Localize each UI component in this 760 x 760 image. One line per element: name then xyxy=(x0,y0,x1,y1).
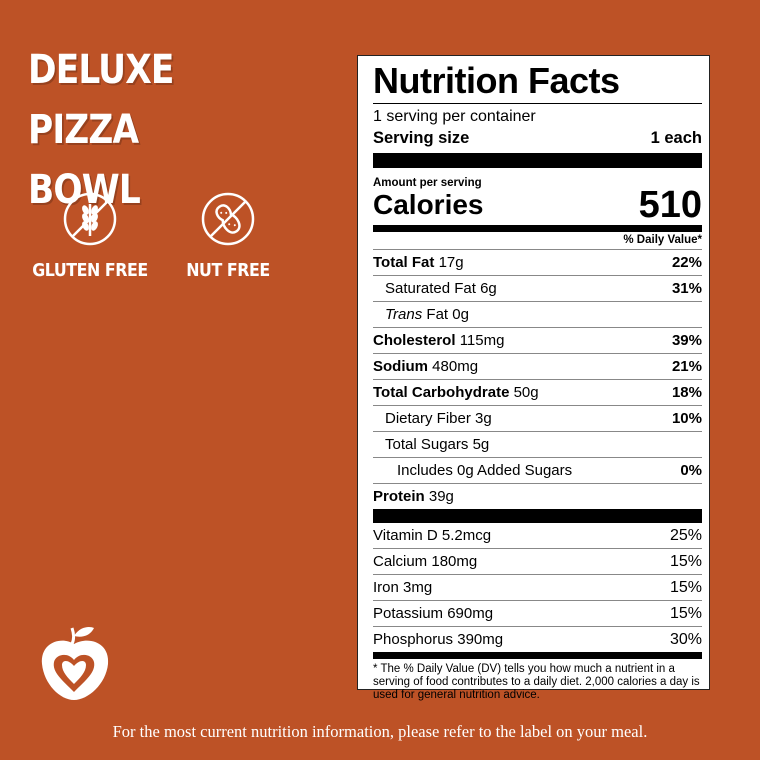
nutrient-amount: 480mg xyxy=(432,358,479,375)
nutrient-name: Trans xyxy=(385,306,423,323)
daily-value-header: % Daily Value* xyxy=(373,232,702,250)
vitamin-name: Calcium xyxy=(373,553,428,570)
vitamin-row-vitamin-d: Vitamin D 5.2mcg 25% xyxy=(373,523,702,549)
gluten-free-badge: GLUTEN FREE xyxy=(20,192,160,281)
wheat-crossed-icon xyxy=(63,192,117,246)
nutrition-facts-heading: Nutrition Facts xyxy=(373,60,620,101)
nutrient-row-total-carbohydrate: Total Carbohydrate 50g 18% xyxy=(373,380,702,406)
serving-size-row: Serving size 1 each xyxy=(373,127,702,149)
nutrient-name-rest: Fat xyxy=(426,306,449,323)
nutrient-row-added-sugars: Includes 0g Added Sugars 0% xyxy=(373,458,702,484)
peanut-crossed-icon xyxy=(201,192,255,246)
nutrient-amount: 50g xyxy=(513,384,539,401)
vitamin-dv: 15% xyxy=(669,578,702,596)
nutrient-row-cholesterol: Cholesterol 115mg 39% xyxy=(373,328,702,354)
amount-per-serving: Amount per serving xyxy=(373,177,482,189)
nutrient-row-saturated-fat: Saturated Fat 6g 31% xyxy=(373,276,702,302)
calories-label: Calories xyxy=(373,189,484,220)
nutrient-dv: 39% xyxy=(671,332,702,349)
nutrient-row-dietary-fiber: Dietary Fiber 3g 10% xyxy=(373,406,702,432)
nut-free-label: NUT FREE xyxy=(186,260,270,281)
serving-size-value: 1 each xyxy=(650,129,702,147)
nutrient-dv: 22% xyxy=(671,254,702,271)
calories-row: Calories 510 xyxy=(373,184,702,226)
vitamin-name: Potassium xyxy=(373,605,444,622)
nutrient-amount: 0g xyxy=(452,306,469,323)
product-title-line1: DELUXE PIZZA xyxy=(28,47,174,153)
nutrient-name: Includes 0g Added Sugars xyxy=(397,462,573,479)
vitamin-name: Iron xyxy=(373,579,399,596)
nutrient-dv: 0% xyxy=(680,462,702,479)
nutrient-dv: 31% xyxy=(671,280,702,297)
nutrient-amount: 6g xyxy=(480,280,497,297)
nutrient-name: Sodium xyxy=(373,358,428,375)
nutrient-dv: 18% xyxy=(671,384,702,401)
nutrient-name: Dietary Fiber xyxy=(385,410,471,427)
nutrient-amount: 115mg xyxy=(459,332,505,349)
vitamin-row-phosphorus: Phosphorus 390mg 30% xyxy=(373,627,702,652)
vitamin-dv: 15% xyxy=(669,552,702,570)
nutrient-row-protein: Protein 39g xyxy=(373,484,702,509)
vitamin-amount: 5.2mcg xyxy=(441,527,492,544)
vitamin-name: Vitamin D xyxy=(373,527,438,544)
footer-note: For the most current nutrition informati… xyxy=(112,722,648,741)
nutrient-amount: 3g xyxy=(475,410,492,427)
nutrient-row-sodium: Sodium 480mg 21% xyxy=(373,354,702,380)
daily-value-footnote: * The % Daily Value (DV) tells you how m… xyxy=(373,663,700,701)
nutrient-name: Protein xyxy=(373,488,425,505)
vitamin-row-calcium: Calcium 180mg 15% xyxy=(373,549,702,575)
nutrient-amount: 39g xyxy=(428,488,454,505)
vitamin-amount: 180mg xyxy=(431,553,478,570)
servings-per-container: 1 serving per container xyxy=(373,108,536,125)
nutrient-amount: 5g xyxy=(472,436,490,453)
nutrient-dv: 10% xyxy=(671,410,702,427)
nutrient-name: Saturated Fat xyxy=(385,280,476,297)
nutrition-facts-label: Nutrition Facts 1 serving per container … xyxy=(357,55,710,701)
vitamin-amount: 3mg xyxy=(403,579,433,596)
calories-value: 510 xyxy=(638,184,702,226)
vitamin-dv: 25% xyxy=(669,526,702,544)
apple-heart-logo xyxy=(34,620,120,711)
vitamin-dv: 30% xyxy=(669,630,702,648)
gluten-free-label: GLUTEN FREE xyxy=(32,260,148,281)
nutrient-amount: 17g xyxy=(438,254,464,271)
vitamin-row-iron: Iron 3mg 15% xyxy=(373,575,702,601)
nutrient-row-total-sugars: Total Sugars 5g xyxy=(373,432,702,458)
nutrient-name: Total Carbohydrate xyxy=(373,384,510,401)
nutrient-dv: 21% xyxy=(671,358,702,375)
vitamin-row-potassium: Potassium 690mg 15% xyxy=(373,601,702,627)
product-title: DELUXE PIZZA BOWL xyxy=(28,40,286,220)
vitamin-amount: 390mg xyxy=(457,631,504,648)
nutrient-row-total-fat: Total Fat 17g 22% xyxy=(373,250,702,276)
nutrient-name: Total Sugars xyxy=(385,436,469,453)
vitamin-amount: 690mg xyxy=(447,605,494,622)
nutrient-name: Total Fat xyxy=(373,254,435,271)
nutrient-name: Cholesterol xyxy=(373,332,456,349)
nut-free-badge: NUT FREE xyxy=(158,192,298,281)
nutrient-row-trans-fat: Trans Fat 0g xyxy=(373,302,702,328)
vitamin-name: Phosphorus xyxy=(373,631,454,648)
vitamin-dv: 15% xyxy=(669,604,702,622)
apple-logo-icon xyxy=(41,626,109,700)
serving-size-label: Serving size xyxy=(373,129,470,147)
